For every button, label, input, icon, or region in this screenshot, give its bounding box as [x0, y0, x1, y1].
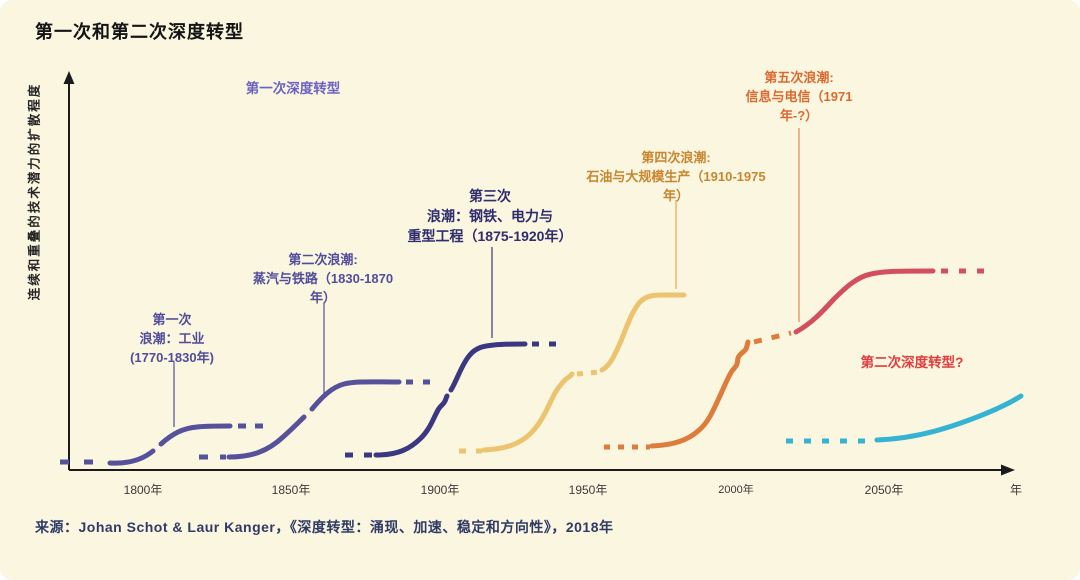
x-tick-1900: 1900年	[420, 483, 460, 497]
x-tick-1850: 1850年	[271, 483, 311, 497]
wave1-label: 第一次 浪潮：工业 (1770-1830年)	[130, 312, 214, 365]
wave-3-curve-segment	[448, 341, 528, 393]
axes	[63, 71, 1015, 476]
wave-curves	[60, 128, 1024, 466]
wave-5-curve-segment	[649, 339, 751, 449]
source-citation: 来源：Johan Schot & Laur Kanger，《深度转型：涌现、加速…	[35, 519, 614, 535]
wave-1-curve-segment	[158, 423, 233, 447]
x-tick-1800: 1800年	[123, 483, 163, 497]
wave-2-curve-segment	[226, 414, 307, 460]
second-deep-transition-label: 第二次深度转型?	[860, 355, 964, 370]
x-axis-arrow-icon	[1001, 464, 1015, 476]
x-axis-unit-label: 年	[1009, 483, 1023, 497]
wave-1-curve-segment	[107, 448, 156, 466]
wave-3-curve-segment	[373, 393, 450, 458]
x-tick-1950: 1950年	[568, 483, 608, 497]
wave5-label: 第五次浪潮: 信息与电信（1971 年-?）	[745, 70, 853, 123]
wave3-label: 第三次 浪潮：钢铁、电力与 重型工程（1875-1920年）	[407, 188, 573, 244]
y-axis-arrow-icon	[63, 71, 75, 84]
wave4-label: 第四次浪潮: 石油与大规模生产（1910-1975 年）	[586, 150, 766, 203]
wave-4-curve-segment	[599, 292, 687, 373]
second-transition-curve-curve-segment	[874, 393, 1024, 443]
wave-5-curve-segment	[793, 268, 936, 335]
x-tick-2050: 2050年	[864, 483, 904, 497]
wave-4-curve-segment	[481, 371, 575, 453]
x-tick-2000: 2000年	[718, 484, 754, 496]
wave2-label: 第二次浪潮: 蒸汽与铁路（1830-1870 年）	[252, 252, 394, 305]
wave-2-curve-segment	[309, 379, 402, 412]
wave-5-dashed-segment	[753, 330, 792, 345]
page-title: 第一次和第二次深度转型	[35, 22, 244, 42]
wave-4-dashed-segment	[576, 369, 600, 377]
first-deep-transition-label: 第一次深度转型	[245, 81, 341, 96]
